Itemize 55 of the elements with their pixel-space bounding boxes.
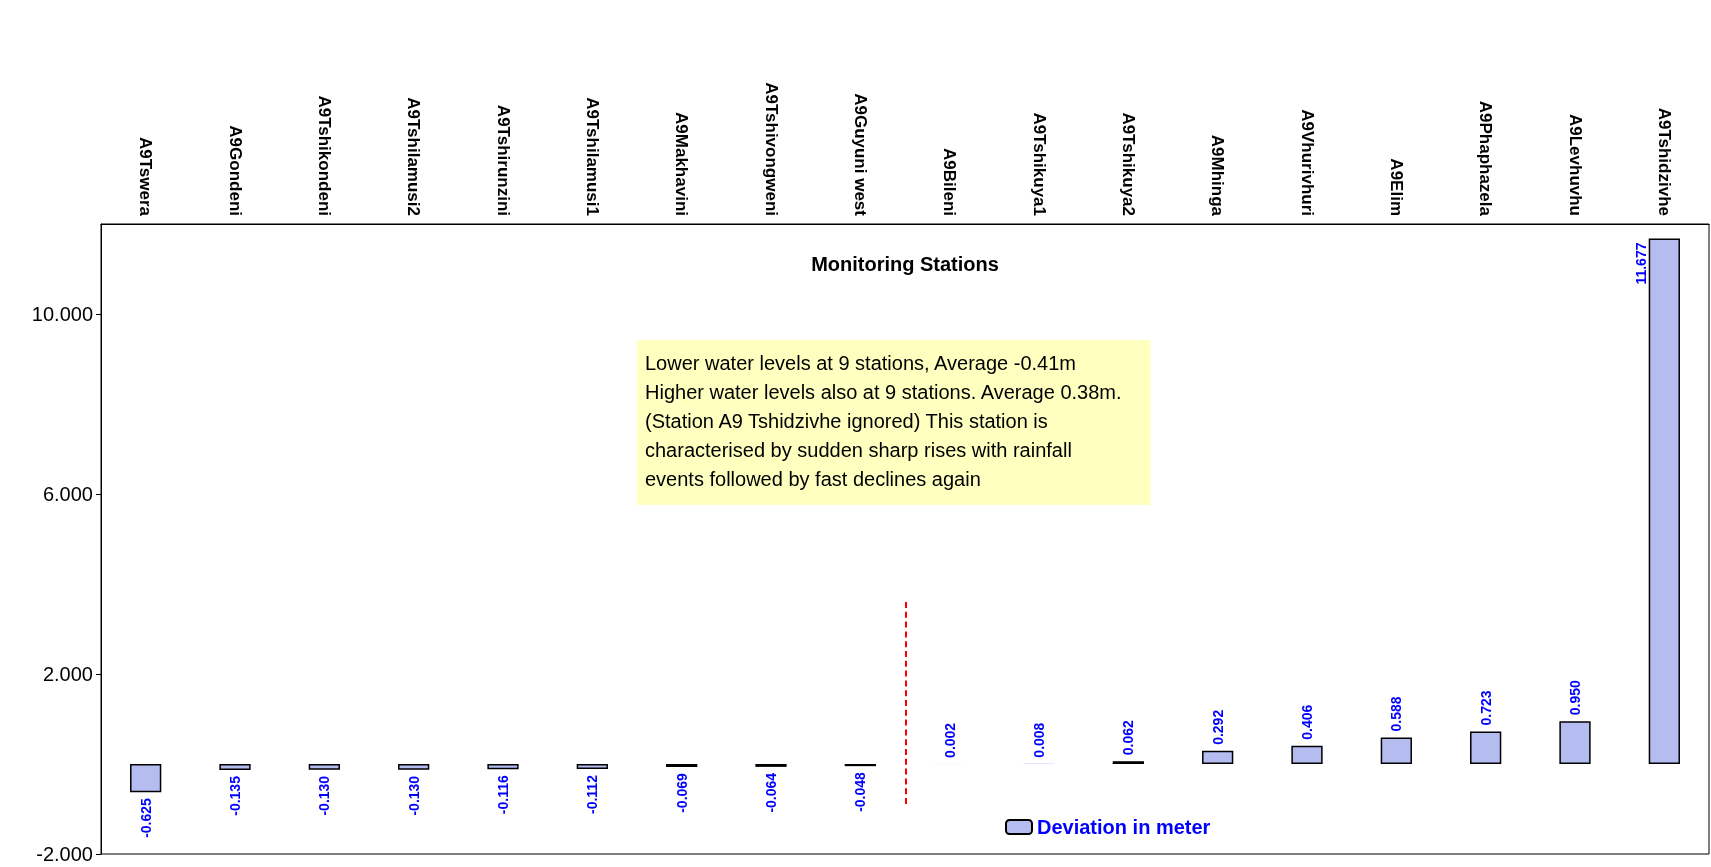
data-label: 0.406 [1299,704,1315,740]
x-tick-label: A9Tshilamusi2 [404,97,424,216]
bar [576,764,608,770]
annotation: Lower water levels at 9 stations, Average -0.41m Higher water levels also at 9 stations. Average 0.38m. (Station A9 Tshidzivhe ignored) This station is characterised by sudden sharp rises with rainfall events followed by fast declines again [645,351,1122,490]
x-tick-label: A9Tswera [136,136,156,217]
data-label: -0.625 [137,797,154,838]
x-tick-label: A9Mhinga [1208,134,1228,217]
bar [1559,721,1591,764]
data-label: 11.677 [1632,242,1649,285]
y-tick-label: 10.000 [31,303,93,325]
x-tick-label: A9Tshirunzini [493,104,513,216]
bar [398,764,430,770]
bar [219,764,251,771]
x-tick-label: A9Tshikuya2 [1118,112,1138,216]
data-label: -0.069 [673,772,690,813]
x-tick-label: A9Elim [1386,158,1406,216]
data-label: 0.723 [1477,690,1494,726]
data-label: -0.116 [495,775,511,815]
data-label: -0.130 [405,775,422,816]
x-tick-label: A9Tshikondeni [314,95,334,216]
x-tick-label: A9Tshikuya1 [1029,112,1049,216]
bar [1380,737,1412,764]
x-tick-label: A9Tshivongweni [761,82,781,216]
bar [487,764,519,770]
x-tick-label: A9Guyuni west [850,93,870,217]
y-tick-label: -2.000 [36,843,93,865]
x-tick-label: A9Vhurivhuri [1297,109,1317,216]
data-label: 0.008 [1031,722,1047,758]
bar [1470,731,1502,764]
bar [308,764,340,770]
x-tick-label: A9Bileni [940,147,960,216]
x-tick-label: A9Tshilamusi1 [582,97,602,216]
x-tick-label: A9Makhavini [672,112,692,216]
data-label: -0.048 [852,771,869,812]
data-label: 0.002 [941,722,958,758]
data-label: 0.588 [1388,696,1405,732]
x-tick-label: A9Phaphazela [1476,100,1496,217]
data-label: 0.950 [1567,680,1583,716]
data-label: 0.292 [1209,709,1226,745]
data-label: 0.062 [1120,719,1137,756]
data-label: -0.130 [316,775,333,816]
bar [1202,750,1234,764]
bar [130,764,162,793]
bar [1648,238,1680,764]
legend-label: Deviation in meter [1037,816,1211,838]
x-tick-label: A9Gondeni [225,125,245,216]
data-label: -0.064 [763,772,779,813]
data-label: -0.135 [227,775,243,816]
y-tick-label: 6.000 [42,483,93,505]
x-tick-label: A9Levhuvhu [1565,113,1585,216]
x-tick-label: A9Tshidzivhe [1654,107,1674,216]
y-tick-label: 2.000 [42,663,93,685]
x-axis-title: Monitoring Stations [811,253,999,275]
bar [1291,745,1323,764]
data-label: -0.112 [584,774,601,814]
